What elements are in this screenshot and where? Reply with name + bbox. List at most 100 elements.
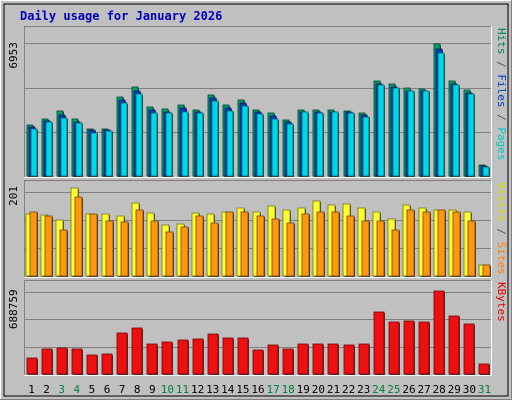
bar-kbytes-day-6 xyxy=(101,353,113,375)
x-tick-label-day-15: 15 xyxy=(236,383,249,396)
bar-sites-day-8 xyxy=(135,209,144,277)
x-axis-tick-labels: 1 2 3 4 5 6 7 8 9 10 11 12 13 14 15 16 17 18 19 20 21 22 23 24 2… xyxy=(28,383,491,396)
bar-kbytes-day-23 xyxy=(358,343,370,375)
bar-kbytes-day-19 xyxy=(297,343,309,375)
bar-pages-day-27 xyxy=(422,90,430,177)
bar-kbytes-day-3 xyxy=(56,347,68,375)
x-tick-label-day-16: 16 xyxy=(251,383,264,396)
bar-sites-day-28 xyxy=(437,209,446,277)
bar-pages-day-2 xyxy=(45,121,53,177)
x-tick-label-day-24: 24 xyxy=(372,383,386,396)
x-tick-label-day-21: 21 xyxy=(327,383,340,396)
bar-sites-day-10 xyxy=(165,231,174,277)
bar-sites-day-27 xyxy=(422,211,431,277)
bar-pages-day-29 xyxy=(452,84,460,177)
bar-pages-day-26 xyxy=(407,90,415,177)
bar-sites-day-6 xyxy=(105,220,114,277)
legend-entry: Hits xyxy=(495,28,508,55)
x-tick-label-day-28: 28 xyxy=(433,383,446,396)
x-tick-label-day-8: 8 xyxy=(134,383,141,396)
panel-kbytes: 688759 KBytes xyxy=(7,280,508,376)
x-tick-label-day-23: 23 xyxy=(357,383,370,396)
bar-pages-day-11 xyxy=(181,111,189,177)
y-tick-label: 201 xyxy=(7,186,20,206)
x-tick-label-day-9: 9 xyxy=(149,383,156,396)
x-tick-label-day-13: 13 xyxy=(206,383,219,396)
panel-legend: KBytes xyxy=(495,282,508,322)
bar-pages-day-25 xyxy=(392,87,400,177)
bar-kbytes-day-4 xyxy=(71,348,83,375)
bar-kbytes-day-14 xyxy=(222,337,234,375)
bar-sites-day-30 xyxy=(467,220,476,277)
bar-kbytes-day-27 xyxy=(418,321,430,375)
bar-kbytes-day-1 xyxy=(26,357,38,375)
bar-pages-day-12 xyxy=(196,112,204,177)
bar-kbytes-day-29 xyxy=(448,315,460,375)
x-tick-label-day-11: 11 xyxy=(176,383,189,396)
bar-pages-day-5 xyxy=(90,132,98,177)
legend-entry: / xyxy=(495,55,508,75)
bar-sites-day-17 xyxy=(271,218,280,277)
legend-entry: / xyxy=(495,222,508,242)
legend-entry: Files xyxy=(495,74,508,107)
bar-pages-day-31 xyxy=(482,166,490,177)
y-tick-label: 6953 xyxy=(7,42,20,69)
bar-pages-day-18 xyxy=(286,123,294,177)
bar-sites-day-3 xyxy=(59,229,68,277)
bar-pages-day-1 xyxy=(30,128,38,177)
x-tick-label-day-19: 19 xyxy=(297,383,310,396)
bar-kbytes-day-18 xyxy=(282,348,294,375)
legend-entry: Pages xyxy=(495,127,508,160)
bar-sites-day-31 xyxy=(482,264,491,277)
x-tick-label-day-10: 10 xyxy=(161,383,174,396)
x-tick-label-day-20: 20 xyxy=(312,383,325,396)
bar-pages-day-15 xyxy=(241,105,249,177)
bar-sites-day-12 xyxy=(195,215,204,277)
panel-visits-sites: 201 Visits / Sites xyxy=(7,180,508,278)
frame-border xyxy=(3,3,509,397)
bar-sites-day-15 xyxy=(240,211,249,277)
bar-kbytes-day-12 xyxy=(192,338,204,375)
bar-pages-day-4 xyxy=(75,122,83,177)
x-tick-label-day-29: 29 xyxy=(448,383,461,396)
bar-kbytes-day-24 xyxy=(373,311,385,375)
bar-sites-day-7 xyxy=(120,221,129,277)
bar-kbytes-day-2 xyxy=(41,348,53,375)
x-tick-label-day-3: 3 xyxy=(58,383,65,396)
chart-panels: 6953 Hits / Files / Pages 201 Visits / Site… xyxy=(7,26,508,376)
x-tick-label-day-1: 1 xyxy=(28,383,35,396)
bar-kbytes-day-31 xyxy=(478,363,490,375)
bar-kbytes-day-21 xyxy=(327,343,339,375)
bar-kbytes-day-10 xyxy=(161,341,173,375)
bar-sites-day-11 xyxy=(180,226,189,277)
bar-sites-day-23 xyxy=(361,220,370,277)
bar-pages-day-9 xyxy=(150,112,158,177)
bar-sites-day-22 xyxy=(346,215,355,277)
x-tick-label-day-30: 30 xyxy=(463,383,476,396)
bar-kbytes-day-9 xyxy=(146,343,158,375)
bar-kbytes-day-8 xyxy=(131,327,143,375)
x-tick-label-day-27: 27 xyxy=(417,383,430,396)
panel-legend: Visits / Sites xyxy=(495,182,508,275)
bar-pages-day-8 xyxy=(135,93,143,177)
bar-kbytes-day-7 xyxy=(116,332,128,375)
bar-kbytes-day-30 xyxy=(463,323,475,375)
bar-pages-day-14 xyxy=(226,110,234,177)
legend-entry: Sites xyxy=(495,242,508,275)
bar-pages-day-6 xyxy=(105,130,113,177)
panel-legend: Hits / Files / Pages xyxy=(495,28,508,161)
x-tick-label-day-12: 12 xyxy=(191,383,204,396)
x-tick-label-day-2: 2 xyxy=(43,383,50,396)
x-tick-label-day-26: 26 xyxy=(402,383,415,396)
bar-pages-day-22 xyxy=(347,112,355,177)
bar-sites-day-14 xyxy=(225,211,234,277)
chart-title: Daily usage for January 2026 xyxy=(20,9,222,23)
bar-sites-day-21 xyxy=(331,211,340,277)
bar-sites-day-29 xyxy=(452,211,461,277)
bar-pages-day-28 xyxy=(437,52,445,177)
bar-kbytes-day-15 xyxy=(237,337,249,375)
bar-kbytes-day-5 xyxy=(86,354,98,375)
bar-sites-day-18 xyxy=(286,222,295,277)
